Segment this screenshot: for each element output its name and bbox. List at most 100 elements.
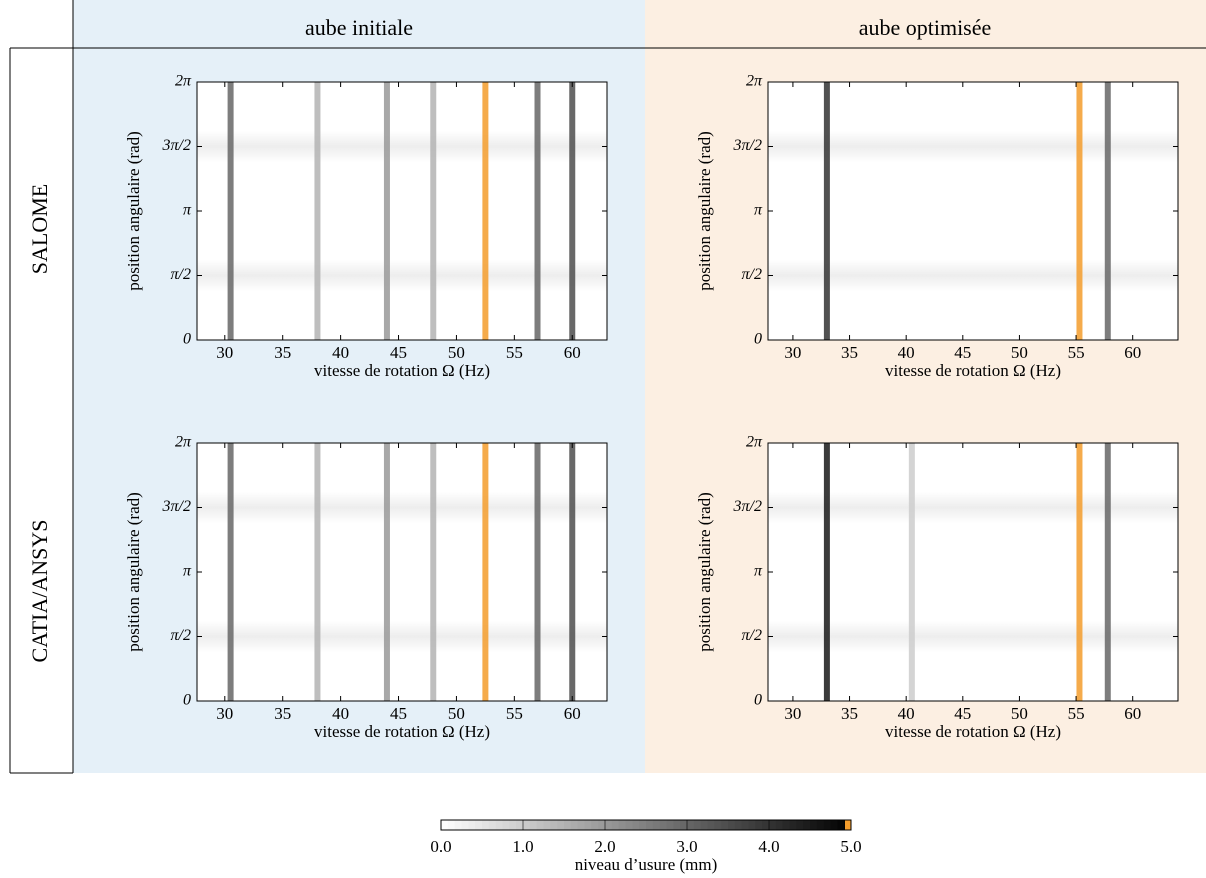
- colorbar-cell: [625, 820, 633, 830]
- wear-streak: [534, 82, 541, 340]
- y-tick-label: π/2: [171, 627, 191, 644]
- x-tick-label: 50: [1011, 343, 1028, 362]
- wear-streak: [314, 82, 321, 340]
- y-tick-label: π/2: [171, 266, 191, 283]
- y-tick-label: 0: [754, 692, 762, 709]
- colorbar-cell: [810, 820, 818, 830]
- y-tick-label: 0: [183, 331, 191, 348]
- y-axis-label: position angulaire (rad): [124, 492, 143, 652]
- x-tick-label: 60: [564, 704, 581, 723]
- colorbar-cell: [796, 820, 804, 830]
- x-tick-label: 45: [390, 343, 407, 362]
- colorbar-cell: [605, 820, 613, 830]
- x-tick-label: 40: [898, 343, 915, 362]
- x-tick-label: 45: [954, 343, 971, 362]
- colorbar-cell: [584, 820, 592, 830]
- wear-streak: [1076, 82, 1083, 340]
- y-tick-label: 2π: [746, 434, 763, 451]
- y-tick-label: 3π/2: [162, 498, 191, 515]
- colorbar-cell: [652, 820, 661, 830]
- wear-streak: [227, 82, 234, 340]
- colorbar-cell: [666, 820, 674, 830]
- x-tick-label: 35: [841, 704, 858, 723]
- colorbar-cell: [557, 820, 565, 830]
- background-band: [197, 620, 607, 653]
- colorbar-cell: [646, 820, 654, 830]
- colorbar-cell: [687, 820, 695, 830]
- colorbar-tick-label: 4.0: [758, 837, 779, 856]
- colorbar-label: niveau d’usure (mm): [575, 855, 718, 874]
- y-tick-label: 2π: [175, 434, 192, 451]
- wear-streak: [314, 443, 321, 701]
- colorbar-cell: [482, 820, 490, 830]
- colorbar-cell: [728, 820, 736, 830]
- wear-streak: [908, 443, 915, 701]
- x-tick-label: 60: [564, 343, 581, 362]
- x-tick-label: 35: [274, 704, 291, 723]
- colorbar-cell: [529, 820, 538, 830]
- x-tick-label: 60: [1124, 343, 1141, 362]
- y-tick-label: 3π/2: [733, 498, 762, 515]
- colorbar-cell: [680, 820, 688, 830]
- y-tick-label: 2π: [746, 73, 763, 90]
- x-tick-label: 55: [1068, 343, 1085, 362]
- wear-streak: [430, 82, 437, 340]
- y-tick-label: π: [754, 563, 763, 580]
- row-title: SALOME: [27, 184, 52, 274]
- y-axis-label: position angulaire (rad): [695, 131, 714, 291]
- x-tick-label: 45: [390, 704, 407, 723]
- colorbar-cell: [536, 820, 544, 830]
- y-tick-label: 0: [754, 331, 762, 348]
- colorbar-cell: [509, 820, 517, 830]
- colorbar-cell: [447, 820, 456, 830]
- y-tick-label: π: [754, 202, 763, 219]
- colorbar-cell: [837, 820, 845, 830]
- x-tick-label: 30: [216, 343, 233, 362]
- wear-streak: [569, 443, 576, 701]
- x-tick-label: 55: [506, 343, 523, 362]
- x-tick-label: 40: [898, 704, 915, 723]
- wear-streak: [823, 82, 830, 340]
- colorbar-cell: [748, 820, 756, 830]
- colorbar-cell: [693, 820, 702, 830]
- colorbar-tick-label: 5.0: [840, 837, 861, 856]
- y-tick-label: 3π/2: [162, 137, 191, 154]
- colorbar-cell: [830, 820, 838, 830]
- y-tick-label: π/2: [742, 266, 762, 283]
- x-tick-label: 30: [784, 343, 801, 362]
- y-tick-label: π: [183, 202, 192, 219]
- colorbar-cell: [591, 820, 599, 830]
- background-band: [197, 491, 607, 524]
- colorbar-cell: [475, 820, 483, 830]
- y-tick-label: π/2: [742, 627, 762, 644]
- colorbar-cell: [598, 820, 606, 830]
- row-title: CATIA/ANSYS: [27, 519, 52, 662]
- colorbar-cell: [564, 820, 572, 830]
- background-band: [197, 259, 607, 292]
- colorbar-tick-label: 2.0: [594, 837, 615, 856]
- x-axis-label: vitesse de rotation Ω (Hz): [314, 361, 490, 380]
- colorbar-cell: [502, 820, 510, 830]
- x-tick-label: 55: [1068, 704, 1085, 723]
- colorbar-cell: [461, 820, 469, 830]
- wear-streak: [534, 443, 541, 701]
- y-tick-label: 0: [183, 692, 191, 709]
- x-axis-label: vitesse de rotation Ω (Hz): [885, 361, 1061, 380]
- colorbar-cell: [769, 820, 777, 830]
- colorbar-cell: [523, 820, 531, 830]
- colorbar-cell: [823, 820, 831, 830]
- colorbar-cell: [570, 820, 579, 830]
- colorbar-tick-label: 0.0: [430, 837, 451, 856]
- x-tick-label: 50: [448, 704, 465, 723]
- wear-streak: [227, 443, 234, 701]
- colorbar-cell: [721, 820, 729, 830]
- x-tick-label: 40: [332, 343, 349, 362]
- colorbar-cell: [632, 820, 640, 830]
- colorbar-cell: [714, 820, 722, 830]
- wear-streak: [1104, 443, 1111, 701]
- colorbar-cell: [543, 820, 551, 830]
- x-tick-label: 35: [841, 343, 858, 362]
- x-tick-label: 40: [332, 704, 349, 723]
- colorbar-cell: [639, 820, 647, 830]
